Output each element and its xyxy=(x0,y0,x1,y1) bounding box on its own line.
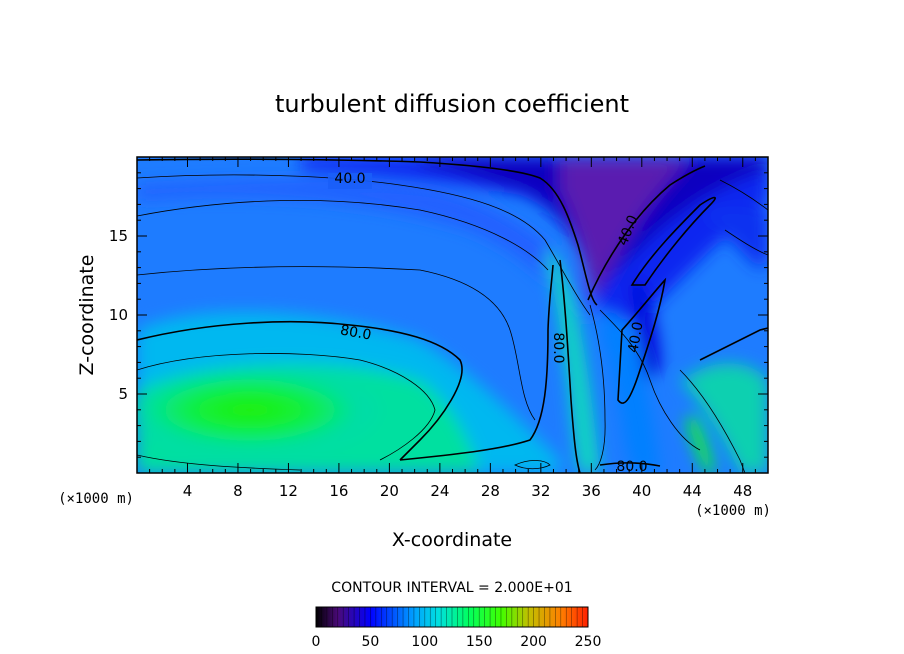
colorbar-frame xyxy=(315,606,589,628)
x-tick-label: 12 xyxy=(279,482,298,500)
svg-text:40.0: 40.0 xyxy=(334,171,365,187)
contour-label: 40.0 xyxy=(328,171,372,189)
colorbar-tick-label: 100 xyxy=(411,634,438,650)
x-axis-label: X-coordinate xyxy=(392,529,512,551)
x-tick-label: 8 xyxy=(233,482,243,500)
y-tick-labels: 5 10 15 xyxy=(109,227,128,403)
colorbar-tick-label: 150 xyxy=(466,634,493,650)
x-tick-labels: 4 8 12 16 20 24 28 32 36 40 44 48 xyxy=(183,482,753,500)
x-unit-right: (×1000 m) xyxy=(695,503,771,519)
contour-interval-text: CONTOUR INTERVAL = 2.000E+01 xyxy=(331,580,572,596)
colorbar-stripes xyxy=(321,607,583,627)
colorbar: 0 50 100 150 200 250 xyxy=(312,606,602,650)
x-tick-label: 48 xyxy=(733,482,752,500)
x-tick-label: 36 xyxy=(582,482,601,500)
x-ticks xyxy=(149,157,756,473)
colorbar-tick-label: 200 xyxy=(520,634,547,650)
y-axis-label: Z-coordinate xyxy=(76,255,98,376)
contour-label: 40.0 xyxy=(625,321,646,354)
colorbar-tick-labels: 0 50 100 150 200 250 xyxy=(312,634,602,650)
contour-label: 80.0 xyxy=(616,459,647,475)
x-tick-label: 4 xyxy=(183,482,193,500)
x-tick-label: 24 xyxy=(430,482,449,500)
y-ticks xyxy=(137,172,768,458)
colorbar-tick-label: 0 xyxy=(312,634,321,650)
x-tick-label: 40 xyxy=(632,482,651,500)
svg-text:80.0: 80.0 xyxy=(339,322,372,343)
x-unit-left: (×1000 m) xyxy=(58,491,134,507)
contour-label: 80.0 xyxy=(550,332,566,363)
y-tick-label: 5 xyxy=(118,385,128,403)
svg-text:80.0: 80.0 xyxy=(550,332,566,363)
contour-label: 80.0 xyxy=(339,322,372,343)
svg-text:40.0: 40.0 xyxy=(625,321,646,354)
x-tick-label: 44 xyxy=(683,482,702,500)
x-tick-label: 28 xyxy=(481,482,500,500)
svg-text:80.0: 80.0 xyxy=(616,459,647,475)
contour-lines xyxy=(137,158,768,473)
x-tick-label: 16 xyxy=(329,482,348,500)
colorbar-tick-label: 50 xyxy=(361,634,379,650)
y-tick-label: 10 xyxy=(109,306,128,324)
colorbar-tick-label: 250 xyxy=(575,634,602,650)
x-tick-label: 32 xyxy=(531,482,550,500)
x-tick-label: 20 xyxy=(380,482,399,500)
heatmap-field xyxy=(137,157,768,473)
y-tick-label: 15 xyxy=(109,227,128,245)
chart-title: turbulent diffusion coefficient xyxy=(275,90,629,118)
